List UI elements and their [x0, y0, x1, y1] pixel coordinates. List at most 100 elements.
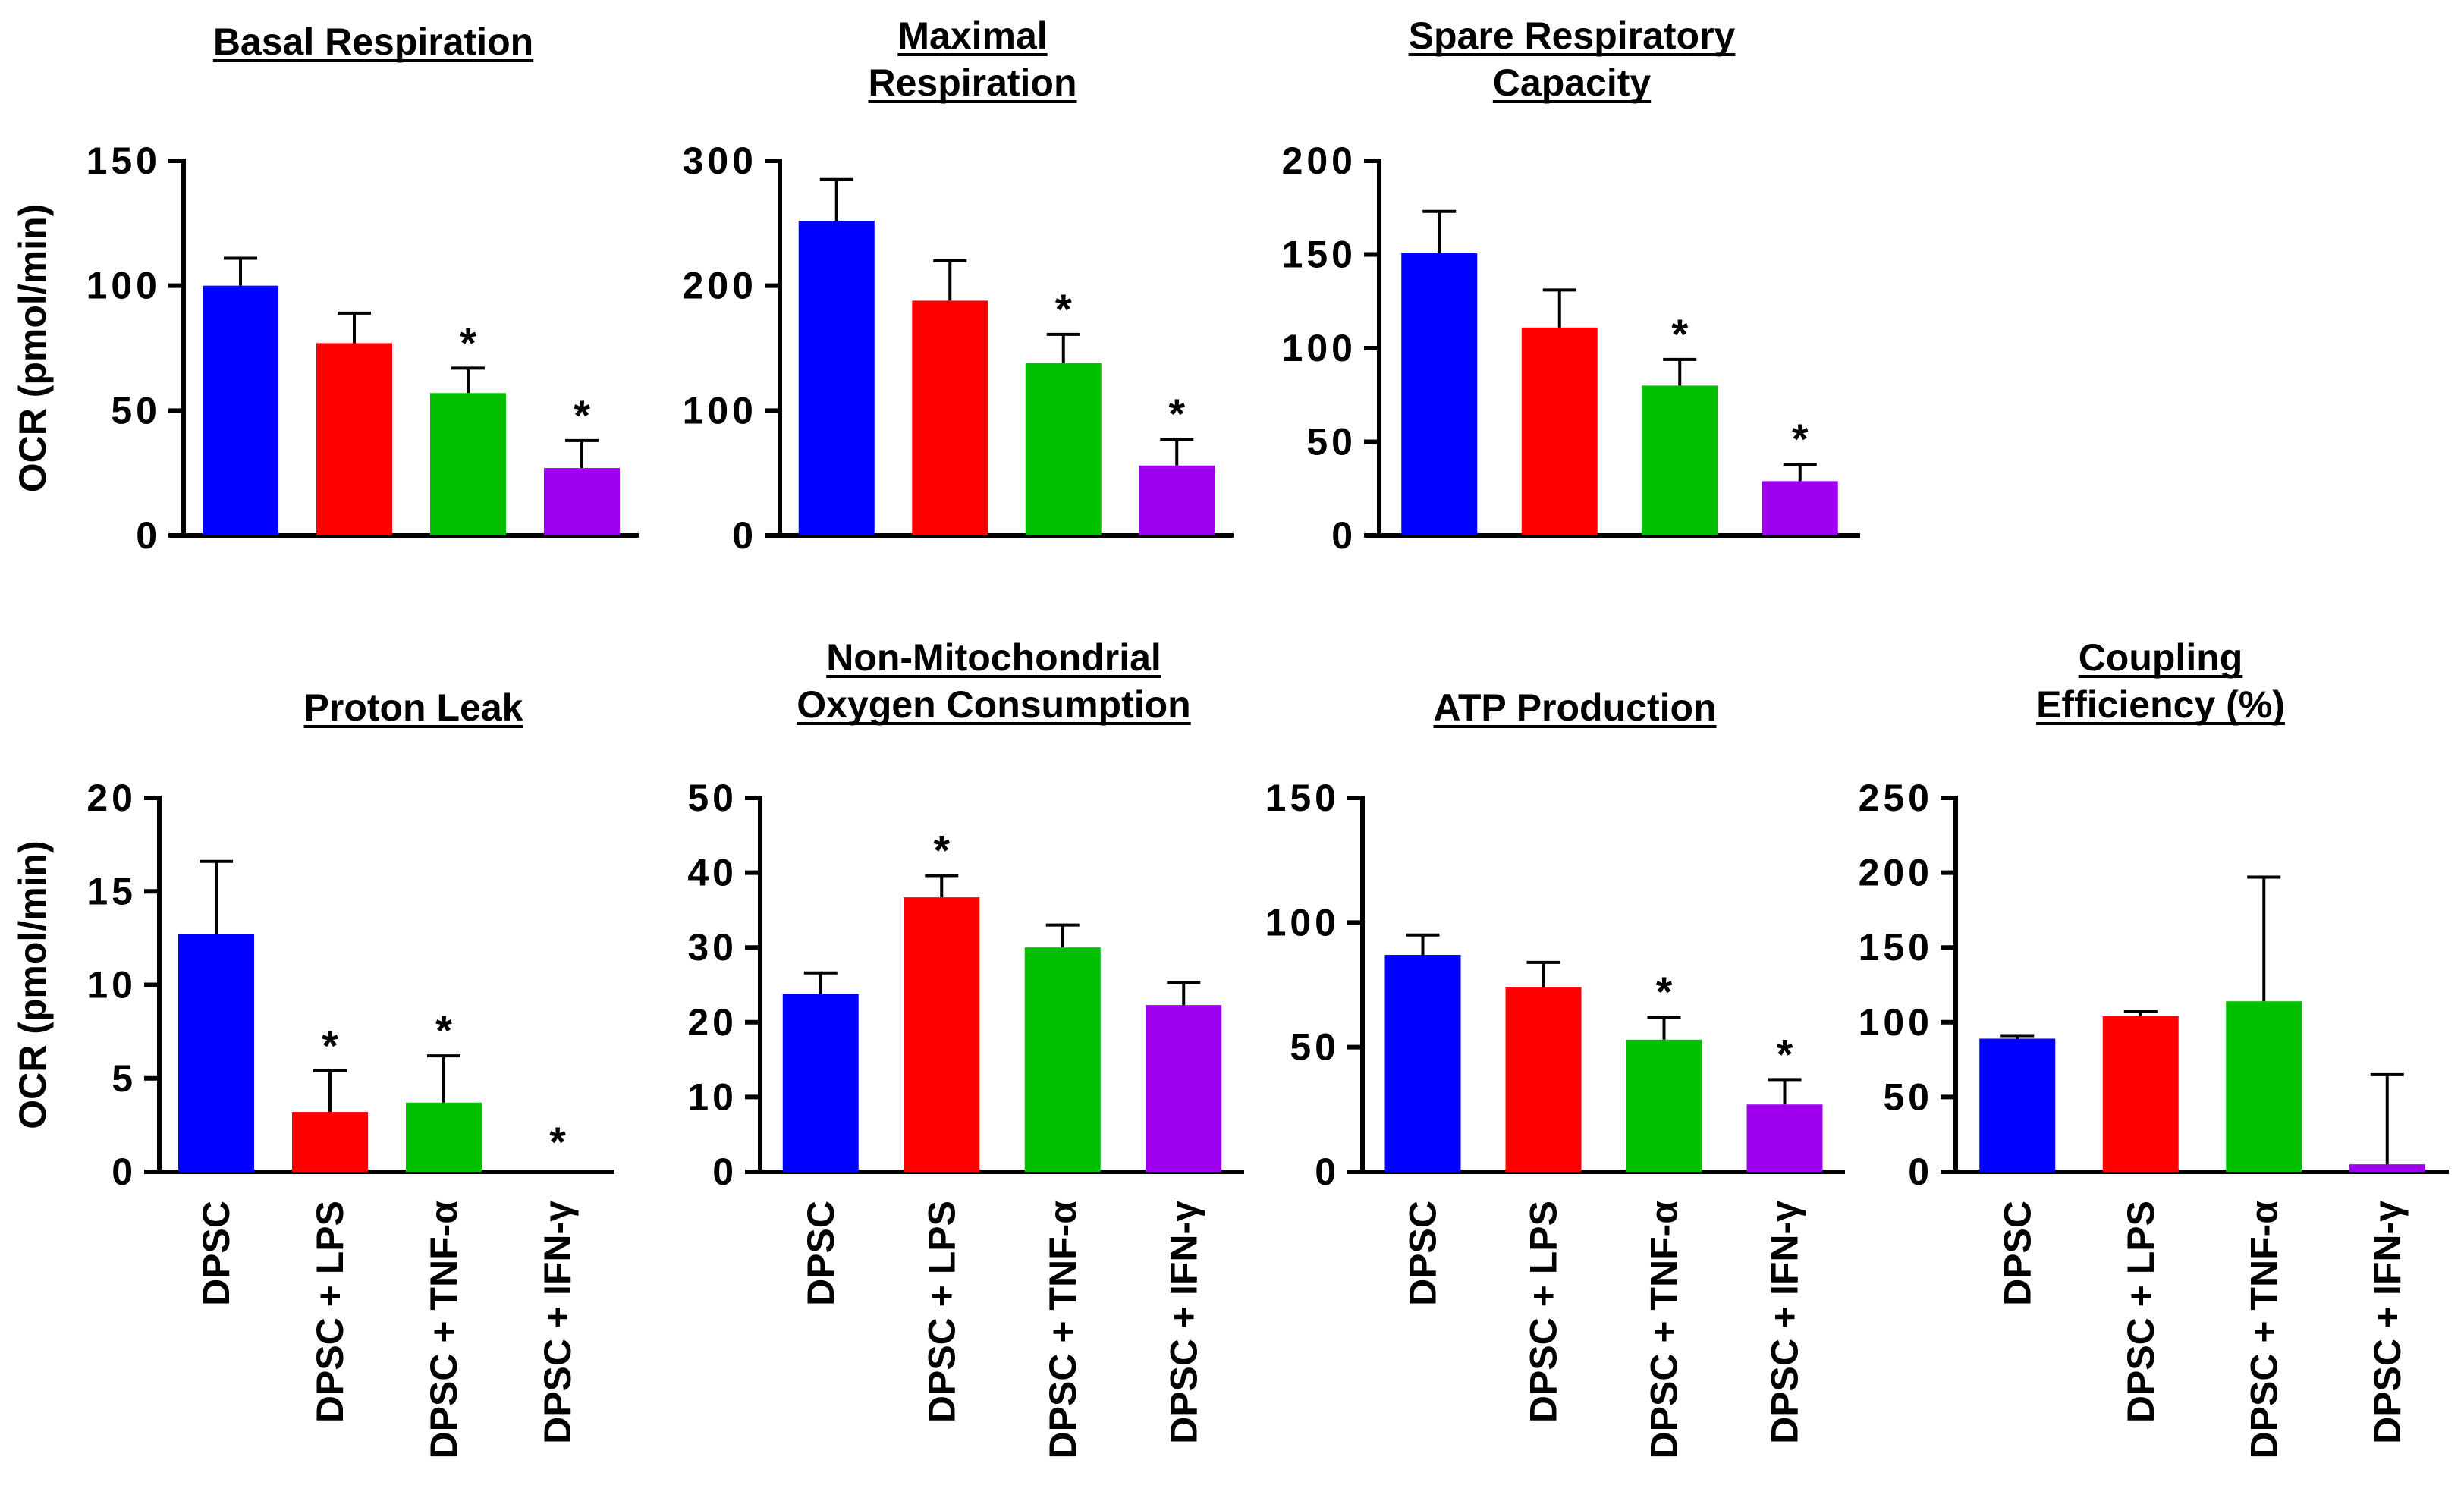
y-tick-label: 150: [1282, 234, 1356, 276]
significance-star: *: [549, 1118, 566, 1166]
chart-title-line: Capacity: [1493, 61, 1652, 104]
y-tick-label: 0: [112, 1151, 137, 1193]
chart-title-line: Maximal: [897, 14, 1047, 57]
y-tick-label: 250: [1859, 777, 1933, 819]
category-label: DPSC + TNF-α: [423, 1201, 465, 1459]
category-label: DPSC + LPS: [1523, 1201, 1565, 1423]
significance-star: *: [1792, 415, 1809, 463]
y-tick-label: 100: [683, 389, 757, 432]
y-tick-label: 100: [1282, 327, 1356, 369]
y-tick-label: 100: [1859, 1001, 1933, 1044]
significance-star: *: [933, 827, 950, 874]
category-label: DPSC + LPS: [309, 1201, 351, 1423]
chart-title-line: Respiration: [868, 61, 1076, 104]
significance-star: *: [1055, 285, 1072, 333]
y-tick-label: 0: [1331, 514, 1356, 557]
y-tick-label: 200: [1859, 852, 1933, 894]
y-tick-label: 100: [86, 265, 161, 307]
significance-star: *: [1656, 968, 1673, 1016]
category-label: DPSC + IFN-γ: [536, 1201, 579, 1444]
chart-title-line: ATP Production: [1433, 686, 1716, 729]
bar-2: [292, 1112, 368, 1172]
bar-2: [1505, 987, 1582, 1172]
bar-4: [544, 468, 620, 535]
bar-2: [1521, 327, 1598, 535]
y-tick-label: 50: [1306, 421, 1356, 463]
bar-4: [2349, 1164, 2425, 1172]
y-tick-label: 50: [1883, 1075, 1933, 1118]
chart-title-line: Coupling: [2079, 636, 2243, 679]
chart-title-line: Non-Mitochondrial: [826, 636, 1161, 679]
y-axis-label: OCR (pmol/min): [11, 204, 54, 493]
panel-1: Basal Respiration 0 50 100 150 OCR (pmol/min)…: [11, 20, 639, 557]
y-tick-label: 20: [86, 777, 137, 819]
category-label: DPSC: [1402, 1201, 1444, 1306]
chart-title-line: Efficiency (%): [2036, 683, 2285, 726]
y-tick-label: 50: [111, 389, 161, 432]
bar-1: [798, 221, 875, 535]
category-label: DPSC + TNF-α: [2242, 1201, 2285, 1459]
y-tick-label: 150: [1859, 926, 1933, 969]
bar-4: [1746, 1104, 1823, 1172]
chart-title-line: Spare Respiratory: [1409, 14, 1736, 57]
y-tick-label: 0: [136, 514, 161, 557]
significance-star: *: [322, 1022, 338, 1069]
category-label: DPSC + IFN-γ: [1162, 1201, 1205, 1444]
chart-title-line: Basal Respiration: [213, 20, 533, 63]
bar-3: [1642, 385, 1718, 535]
category-label: DPSC + IFN-γ: [2366, 1201, 2409, 1444]
significance-star: *: [1671, 310, 1688, 358]
bar-1: [203, 285, 278, 535]
y-tick-label: 10: [86, 964, 137, 1006]
significance-star: *: [1168, 390, 1185, 438]
bar-1: [782, 994, 859, 1172]
y-tick-label: 50: [1290, 1026, 1340, 1069]
significance-star: *: [1777, 1030, 1793, 1078]
bar-3: [2226, 1001, 2302, 1172]
y-tick-label: 0: [1315, 1151, 1340, 1193]
bar-4: [1146, 1005, 1222, 1172]
category-label: DPSC: [1996, 1201, 2038, 1306]
category-label: DPSC: [195, 1201, 237, 1306]
bar-2: [316, 343, 392, 535]
bar-3: [430, 393, 506, 535]
bar-2: [912, 300, 988, 535]
bar-4: [1762, 481, 1838, 535]
chart-title-line: Oxygen Consumption: [797, 683, 1190, 726]
category-label: DPSC + IFN-γ: [1764, 1201, 1806, 1444]
y-tick-label: 5: [112, 1057, 137, 1100]
bar-1: [1384, 955, 1461, 1172]
panel-4: Proton Leak 0 5 10 15 20 OCR (pmol/min) * * * DPSC…: [11, 686, 614, 1458]
bar-1: [178, 934, 254, 1172]
significance-star: *: [435, 1006, 452, 1054]
significance-star: *: [460, 319, 476, 366]
category-label: DPSC + TNF-α: [1042, 1201, 1084, 1459]
y-tick-label: 15: [86, 870, 137, 912]
y-tick-label: 150: [1265, 777, 1340, 819]
bar-3: [1024, 947, 1101, 1172]
y-tick-label: 200: [1282, 140, 1356, 182]
bar-3: [1025, 363, 1102, 535]
bar-2: [2102, 1016, 2179, 1172]
significance-star: *: [574, 391, 590, 439]
y-tick-label: 20: [687, 1001, 737, 1044]
y-tick-label: 10: [687, 1075, 737, 1118]
y-tick-label: 300: [683, 140, 757, 182]
y-tick-label: 0: [712, 1151, 737, 1193]
y-tick-label: 150: [86, 140, 161, 182]
y-tick-label: 0: [732, 514, 757, 557]
bar-2: [904, 897, 980, 1172]
y-tick-label: 50: [687, 777, 737, 819]
chart-title-line: Proton Leak: [304, 686, 523, 729]
bar-4: [1139, 465, 1215, 535]
category-label: DPSC + LPS: [920, 1201, 963, 1423]
bar-1: [1979, 1038, 2056, 1172]
bar-3: [1626, 1039, 1702, 1172]
y-tick-label: 30: [687, 926, 737, 969]
y-axis-label: OCR (pmol/min): [11, 840, 54, 1129]
